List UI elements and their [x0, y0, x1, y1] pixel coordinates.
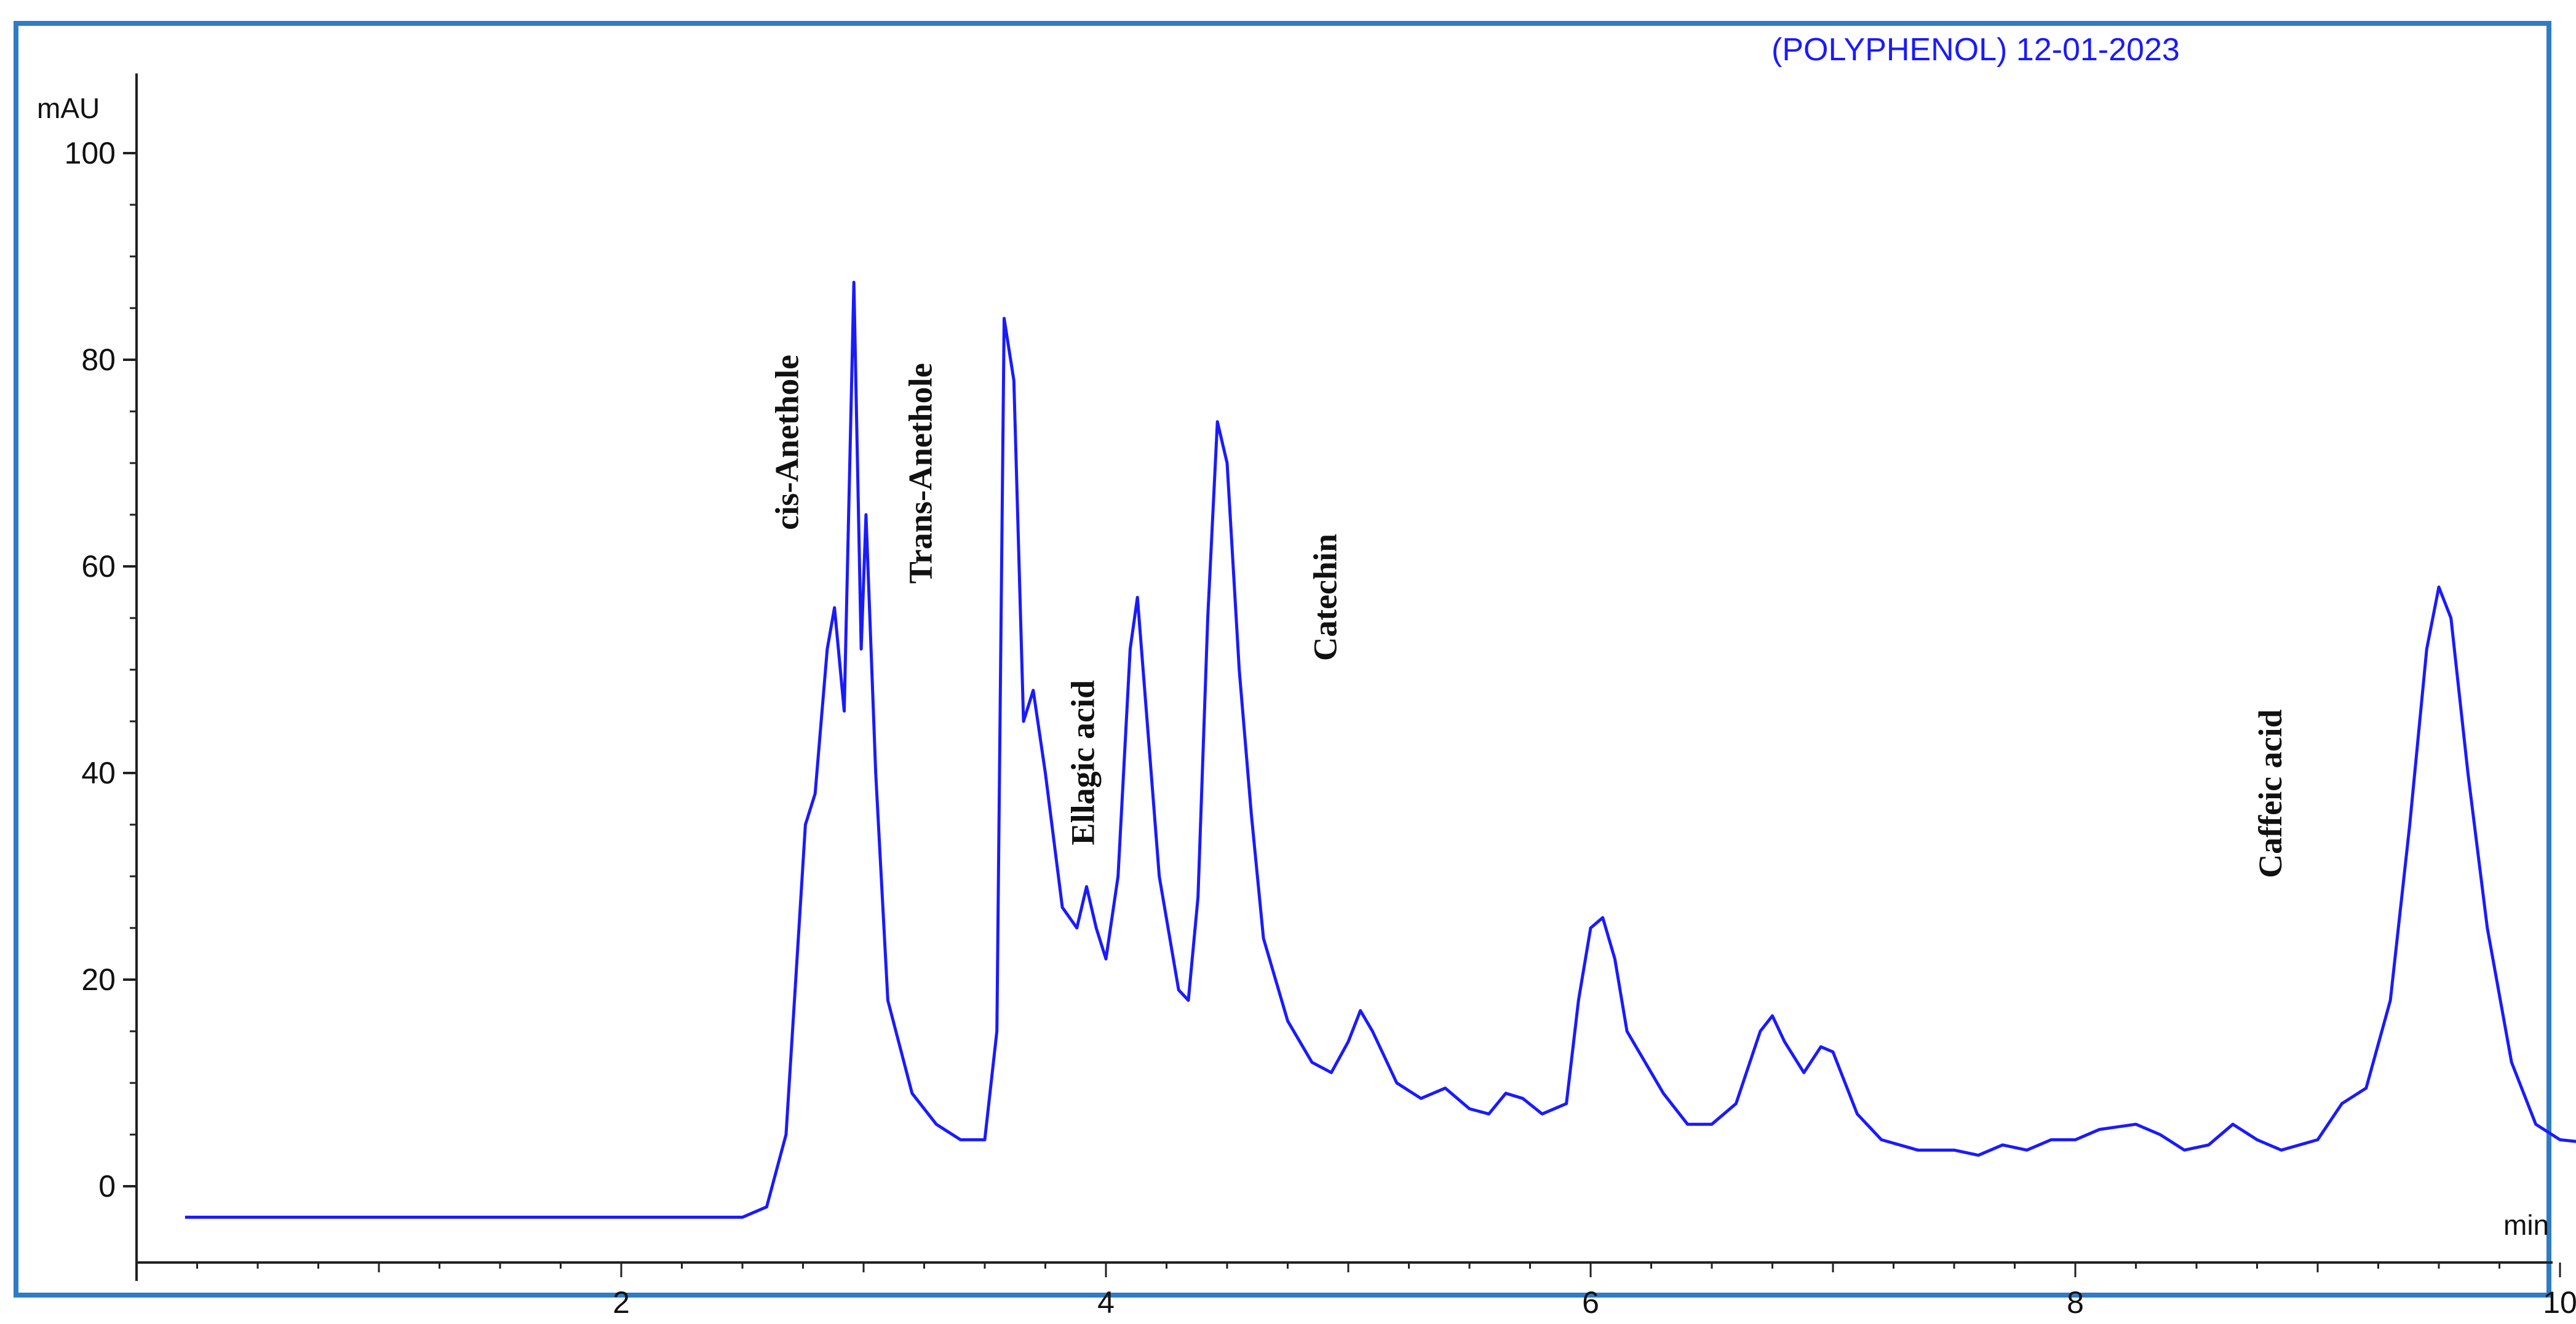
peak-label: Catechin — [1306, 534, 1343, 661]
y-axis-unit: mAU — [37, 92, 100, 124]
y-tick-label: 40 — [81, 756, 116, 790]
x-tick-label: 10 — [2543, 1285, 2576, 1320]
x-tick-label: 2 — [613, 1285, 630, 1320]
chart-frame — [14, 21, 2551, 1298]
peak-label: cis-Anethole — [769, 355, 806, 530]
series-layer — [185, 280, 2576, 1219]
chart-title: (POLYPHENOL) 12-01-2023 — [1771, 32, 2180, 68]
y-tick-label: 100 — [65, 136, 116, 170]
x-tick-label: 6 — [1582, 1285, 1599, 1320]
y-tick-label: 60 — [81, 549, 116, 584]
peak-labels: cis-Anethole Trans-Anethole Ellagic acid Ca… — [769, 355, 2289, 878]
y-tick-label: 20 — [81, 962, 116, 997]
x-axis-unit: min — [2503, 1209, 2549, 1241]
y-tick-label: 80 — [81, 343, 116, 377]
axes — [135, 73, 2553, 1281]
peak-label: Trans-Anethole — [902, 363, 939, 584]
chromatogram-line — [185, 280, 2576, 1219]
y-tick-label: 0 — [98, 1169, 116, 1203]
x-tick-label: 8 — [2067, 1285, 2084, 1320]
peak-label: Ellagic acid — [1064, 680, 1101, 846]
peak-label: Caffeic acid — [2252, 709, 2289, 878]
x-tick-label: 4 — [1097, 1285, 1115, 1320]
ticks: 02040608010024681012141618 — [65, 136, 2576, 1320]
